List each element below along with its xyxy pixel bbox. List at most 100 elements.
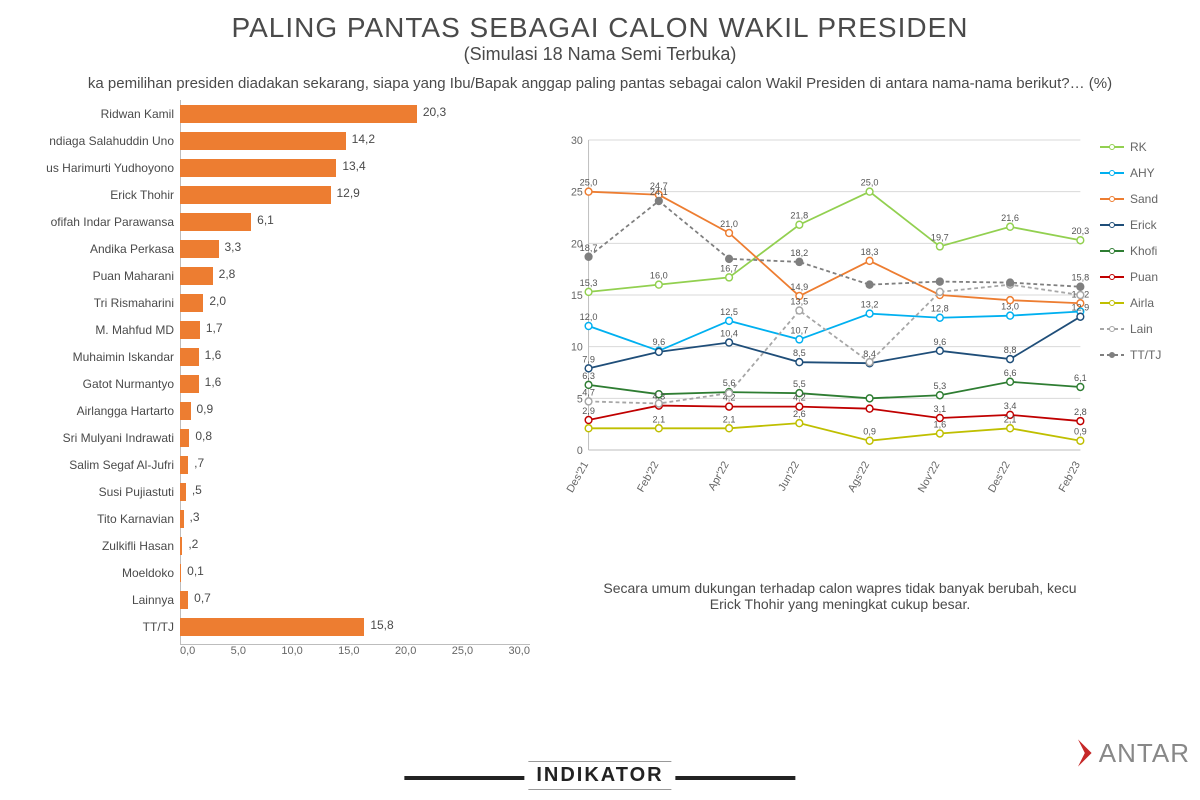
bar-fill: 0,7 [180,591,188,609]
svg-text:13,2: 13,2 [861,299,879,309]
svg-text:2,1: 2,1 [1004,414,1017,424]
bar-label: us Harimurti Yudhoyono [10,161,180,175]
bar-label: Tri Rismaharini [10,296,180,310]
svg-text:19,7: 19,7 [931,232,949,242]
indikator-logo: INDIKATOR [528,761,671,790]
svg-text:2,1: 2,1 [652,414,665,424]
legend-item: AHY [1100,166,1190,180]
bar-fill: 2,8 [180,267,213,285]
svg-text:18,2: 18,2 [790,248,808,258]
bar-label: Ridwan Kamil [10,107,180,121]
legend-item: Sand [1100,192,1190,206]
bar-value: 1,6 [205,348,222,362]
svg-text:15,8: 15,8 [1071,273,1089,283]
bar-row: Susi Pujiastuti,5 [10,478,530,505]
svg-text:6,1: 6,1 [1074,373,1087,383]
svg-text:1,6: 1,6 [933,419,946,429]
bar-fill: 12,9 [180,186,331,204]
bar-axis-tick: 30,0 [509,645,530,660]
bar-row: TT/TJ15,8 [10,613,530,640]
bar-row: Moeldoko0,1 [10,559,530,586]
svg-text:20,3: 20,3 [1071,226,1089,236]
svg-text:9,6: 9,6 [652,337,665,347]
bar-fill: 3,3 [180,240,219,258]
svg-text:12,0: 12,0 [580,312,598,322]
bar-label: Salim Segaf Al-Jufri [10,458,180,472]
svg-text:2,6: 2,6 [793,409,806,419]
svg-text:18,7: 18,7 [580,243,598,253]
legend-item: Puan [1100,270,1190,284]
bar-fill: ,5 [180,483,186,501]
bar-fill: 0,1 [180,564,181,582]
bar-fill: 20,3 [180,105,417,123]
legend-item: Erick [1100,218,1190,232]
svg-text:12,8: 12,8 [931,304,949,314]
bar-row: Zulkifli Hasan,2 [10,532,530,559]
svg-text:3,4: 3,4 [1004,401,1017,411]
bar-value: 0,1 [187,564,204,578]
bar-fill: 1,6 [180,348,199,366]
svg-text:15: 15 [571,290,583,302]
bar-row: us Harimurti Yudhoyono13,4 [10,154,530,181]
svg-text:12,9: 12,9 [1071,303,1089,313]
line-legend: RKAHYSandErickKhofiPuanAirlaLainTT/TJ [1100,140,1190,374]
bar-value: 1,6 [205,375,222,389]
bar-label: Muhaimin Iskandar [10,350,180,364]
bar-value: ,2 [188,537,198,551]
bar-value: 20,3 [423,105,446,119]
svg-text:4,7: 4,7 [582,387,595,397]
svg-text:3,1: 3,1 [933,404,946,414]
bar-label: Susi Pujiastuti [10,485,180,499]
svg-text:2,1: 2,1 [723,414,736,424]
svg-text:12,5: 12,5 [720,307,738,317]
svg-text:16,7: 16,7 [720,263,738,273]
svg-text:0,9: 0,9 [863,427,876,437]
bar-fill: 1,6 [180,375,199,393]
bar-value: 0,9 [197,402,214,416]
bar-label: Moeldoko [10,566,180,580]
bar-row: Andika Perkasa3,3 [10,235,530,262]
legend-item: Lain [1100,322,1190,336]
bar-fill: ,2 [180,537,182,555]
bar-value: 15,8 [370,618,393,632]
svg-text:16,0: 16,0 [650,271,668,281]
bar-row: Tri Rismaharini2,0 [10,289,530,316]
svg-text:21,6: 21,6 [1001,213,1019,223]
bar-row: Sri Mulyani Indrawati0,8 [10,424,530,451]
bar-label: TT/TJ [10,620,180,634]
svg-text:10,4: 10,4 [720,328,738,338]
bar-label: Erick Thohir [10,188,180,202]
bar-row: Puan Maharani2,8 [10,262,530,289]
bar-axis-tick: 25,0 [452,645,473,660]
bar-value: 14,2 [352,132,375,146]
legend-item: RK [1100,140,1190,154]
svg-text:Des'21: Des'21 [565,459,592,494]
bar-row: Gatot Nurmantyo1,6 [10,370,530,397]
legend-item: Airla [1100,296,1190,310]
summary-note: Secara umum dukungan terhadap calon wapr… [590,580,1090,612]
svg-text:14,9: 14,9 [790,282,808,292]
svg-text:10: 10 [571,342,583,354]
line-chart: 051015202530Des'21Feb'22Apr'22Jun'22Ags'… [550,130,1090,510]
svg-text:0: 0 [577,445,583,457]
bar-label: Lainnya [10,593,180,607]
bar-chart: Ridwan Kamil20,3ndiaga Salahuddin Uno14,… [10,100,530,660]
bar-fill: ,3 [180,510,184,528]
bar-label: Sri Mulyani Indrawati [10,431,180,445]
svg-text:30: 30 [571,135,583,147]
antara-logo: ANTAR [1061,736,1190,770]
svg-text:Nov'22: Nov'22 [916,459,943,494]
svg-text:21,8: 21,8 [790,211,808,221]
bar-label: Gatot Nurmantyo [10,377,180,391]
bar-fill: 13,4 [180,159,336,177]
svg-text:2,9: 2,9 [582,406,595,416]
bar-fill: 15,8 [180,618,364,636]
bar-row: M. Mahfud MD1,7 [10,316,530,343]
svg-text:4,2: 4,2 [793,392,806,402]
bar-label: Puan Maharani [10,269,180,283]
svg-text:25: 25 [571,187,583,199]
svg-text:9,6: 9,6 [933,337,946,347]
bar-label: Tito Karnavian [10,512,180,526]
bar-row: ofifah Indar Parawansa6,1 [10,208,530,235]
bar-fill: 2,0 [180,294,203,312]
